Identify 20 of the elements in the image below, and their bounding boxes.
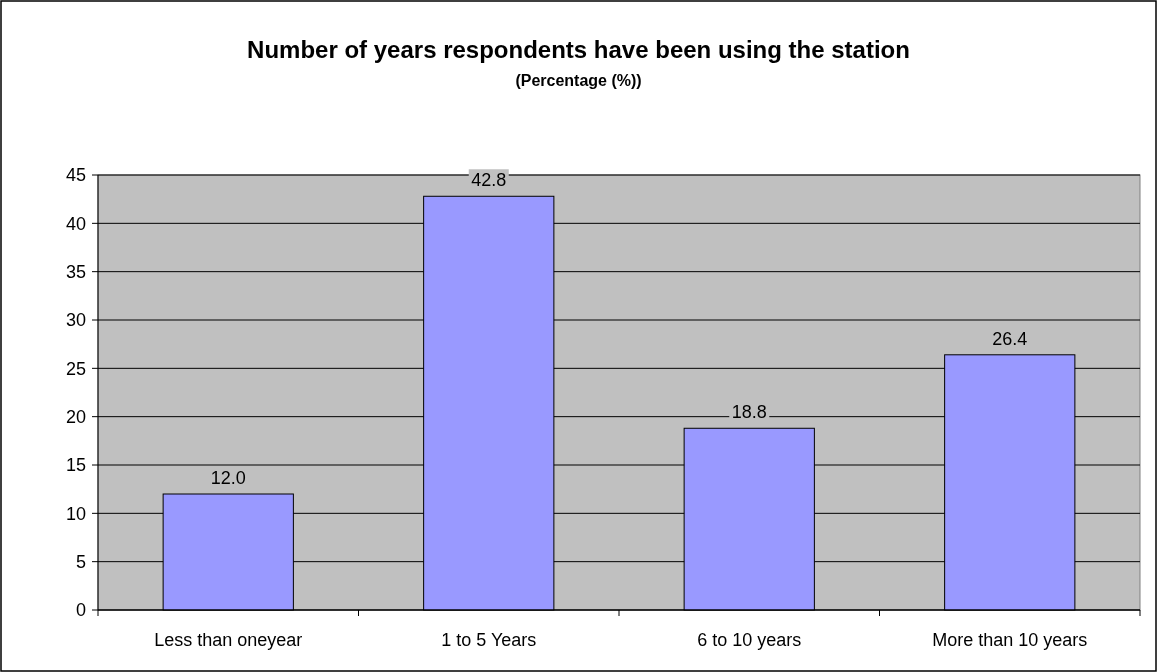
y-tick-label: 40: [65, 213, 86, 234]
data-label: 18.8: [731, 402, 767, 423]
data-label: 26.4: [992, 328, 1028, 349]
data-label: 42.8: [471, 170, 507, 191]
y-tick-label: 0: [75, 600, 86, 621]
y-tick-label: 5: [75, 551, 86, 572]
x-tick-label: 1 to 5 Years: [441, 630, 537, 650]
y-tick-label: 20: [65, 406, 86, 427]
data-label: 12.0: [210, 468, 246, 488]
y-tick-label: 15: [65, 455, 86, 476]
y-tick-label: 30: [65, 310, 86, 331]
x-tick-label: More than 10 years: [932, 630, 1088, 650]
y-tick-label: 35: [65, 261, 86, 282]
chart-title: Number of years respondents have been using the station: [247, 36, 910, 63]
y-tick-label: 10: [65, 503, 86, 524]
y-tick-label: 25: [65, 358, 86, 379]
y-tick-label: 45: [65, 165, 86, 186]
x-tick-label: 6 to 10 years: [697, 630, 802, 650]
x-tick-label: Less than oneyear: [154, 630, 303, 650]
chart-subtitle: (Percentage (%)): [515, 72, 642, 89]
